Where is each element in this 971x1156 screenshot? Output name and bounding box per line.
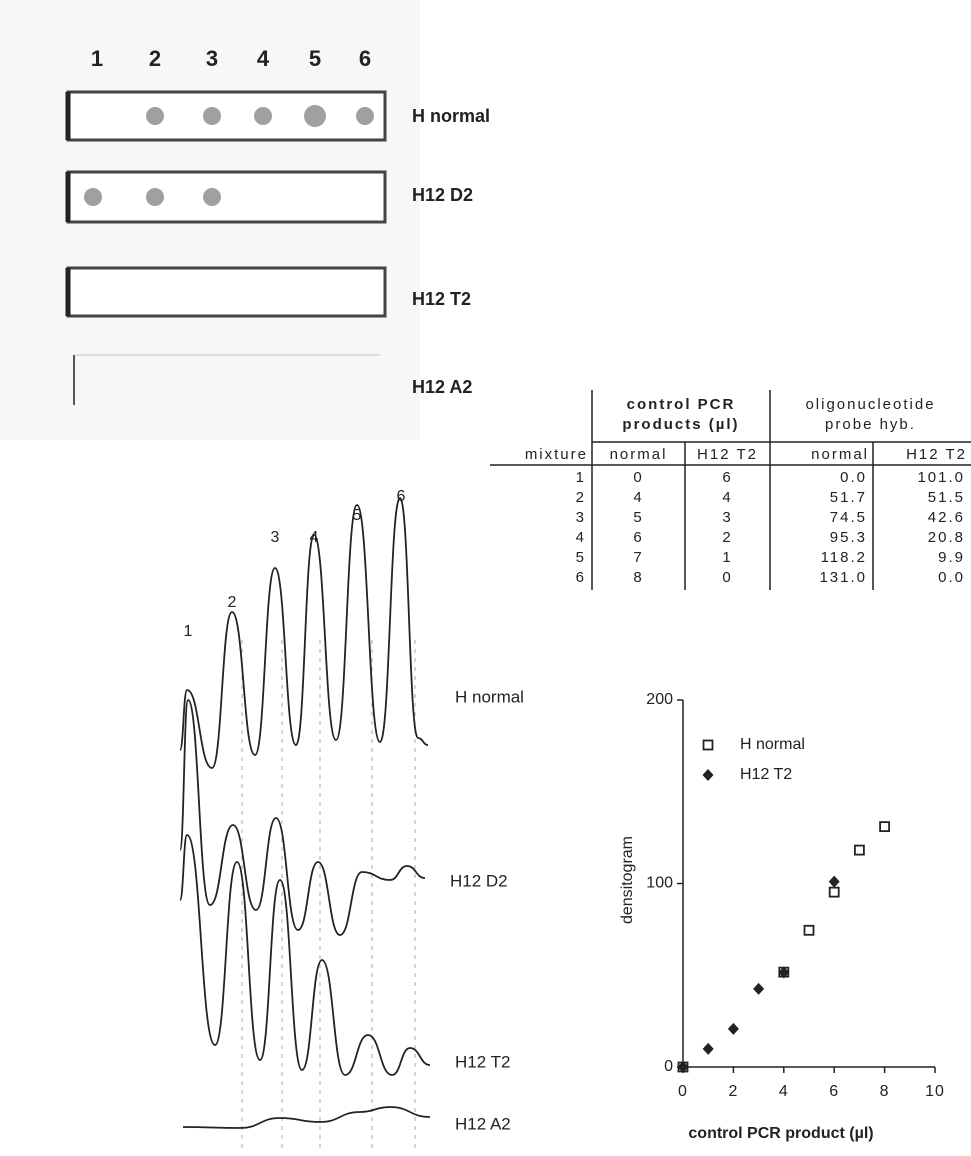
table-column-header: H12 T2 — [685, 445, 770, 465]
x-tick-label: 8 — [880, 1083, 890, 1100]
densitogram-trace — [180, 498, 428, 768]
data-point — [855, 846, 864, 855]
table-cell: 4 — [685, 488, 770, 508]
table-cell: 51.7 — [770, 488, 873, 508]
x-tick-label: 4 — [779, 1083, 789, 1100]
table-cell: 0.0 — [873, 568, 971, 588]
table-cell: 74.5 — [770, 508, 873, 528]
y-tick-label: 200 — [646, 691, 673, 708]
table-cell: 8 — [592, 568, 685, 588]
blot-dot — [356, 107, 374, 125]
table-cell: 20.8 — [873, 528, 971, 548]
blot-dot — [254, 107, 272, 125]
legend-label: H normal — [740, 736, 805, 753]
blot-row-label: H12 D2 — [412, 185, 473, 205]
lane-number: 3 — [206, 46, 218, 71]
trace-label: H normal — [455, 687, 524, 706]
table-cell: 131.0 — [770, 568, 873, 588]
peak-label: 2 — [228, 594, 237, 611]
trace-label: H12 T2 — [455, 1052, 510, 1071]
table-cell: 95.3 — [770, 528, 873, 548]
table-cell: 2 — [685, 528, 770, 548]
y-tick-label: 100 — [646, 875, 673, 892]
blot-dot — [203, 107, 221, 125]
lane-number: 4 — [257, 46, 270, 71]
densitogram-trace — [180, 835, 430, 1075]
table-cell: 2 — [490, 488, 592, 508]
data-point — [728, 1023, 739, 1035]
blot-strip — [68, 92, 385, 140]
table-cell: 0 — [685, 568, 770, 588]
x-tick-label: 2 — [728, 1083, 738, 1100]
y-axis-label: densitogram — [619, 836, 636, 924]
data-point — [753, 983, 764, 995]
data-point — [830, 888, 839, 897]
lane-number: 6 — [359, 46, 371, 71]
table-cell: 4 — [592, 488, 685, 508]
lane-number: 1 — [91, 46, 103, 71]
table-cell: 42.6 — [873, 508, 971, 528]
blot-strip — [68, 268, 385, 316]
table-cell: 0 — [592, 468, 685, 488]
trace-label: H12 D2 — [450, 871, 508, 890]
peak-label: 1 — [184, 623, 193, 640]
x-tick-label: 0 — [678, 1083, 688, 1100]
table-column-header: mixture — [490, 445, 592, 465]
blot-dot — [146, 107, 164, 125]
blot-strip — [68, 172, 385, 222]
blot-dot — [203, 188, 221, 206]
table-cell: 4 — [490, 528, 592, 548]
legend-label: H12 T2 — [740, 766, 792, 783]
table-cell: 101.0 — [873, 468, 971, 488]
table-cell: 1 — [685, 548, 770, 568]
table-column-header: H12 T2 — [873, 445, 971, 465]
figure: 123456H normalH12 D2H12 T2H12 A2123456H … — [0, 0, 971, 1156]
table-group-header: control PCR products (µl) — [592, 395, 770, 435]
table-cell: 51.5 — [873, 488, 971, 508]
peak-label: 4 — [310, 529, 319, 546]
legend-marker — [704, 741, 713, 750]
table-cell: 5 — [490, 548, 592, 568]
table-group-header: oligonucleotide probe hyb. — [770, 395, 971, 435]
blot-row-label: H normal — [412, 106, 490, 126]
data-point — [805, 926, 814, 935]
blot-dot — [146, 188, 164, 206]
data-point — [829, 876, 840, 888]
peak-label: 5 — [353, 507, 362, 524]
table-cell: 9.9 — [873, 548, 971, 568]
table-cell: 118.2 — [770, 548, 873, 568]
blot-dot — [84, 188, 102, 206]
peak-label: 3 — [271, 529, 280, 546]
lane-number: 2 — [149, 46, 161, 71]
table-cell: 6 — [592, 528, 685, 548]
x-tick-label: 10 — [925, 1083, 945, 1100]
data-point — [880, 822, 889, 831]
blot-dot — [304, 105, 326, 127]
table-cell: 3 — [685, 508, 770, 528]
data-point — [703, 1043, 714, 1055]
blot-row-label: H12 A2 — [412, 377, 472, 397]
y-tick-label: 0 — [664, 1058, 673, 1075]
blot-row-label: H12 T2 — [412, 289, 471, 309]
table-cell: 5 — [592, 508, 685, 528]
x-axis-label: control PCR product (µl) — [688, 1125, 873, 1142]
trace-label: H12 A2 — [455, 1114, 511, 1133]
x-tick-label: 6 — [829, 1083, 839, 1100]
table-cell: 3 — [490, 508, 592, 528]
lane-number: 5 — [309, 46, 321, 71]
densitogram-trace — [180, 700, 425, 935]
legend-marker — [703, 769, 714, 781]
table-cell: 0.0 — [770, 468, 873, 488]
table-column-header: normal — [592, 445, 685, 465]
table-column-header: normal — [770, 445, 873, 465]
table-cell: 6 — [490, 568, 592, 588]
peak-label: 6 — [397, 488, 406, 505]
densitogram-trace — [183, 1107, 430, 1128]
table-cell: 6 — [685, 468, 770, 488]
table-cell: 7 — [592, 548, 685, 568]
table-cell: 1 — [490, 468, 592, 488]
